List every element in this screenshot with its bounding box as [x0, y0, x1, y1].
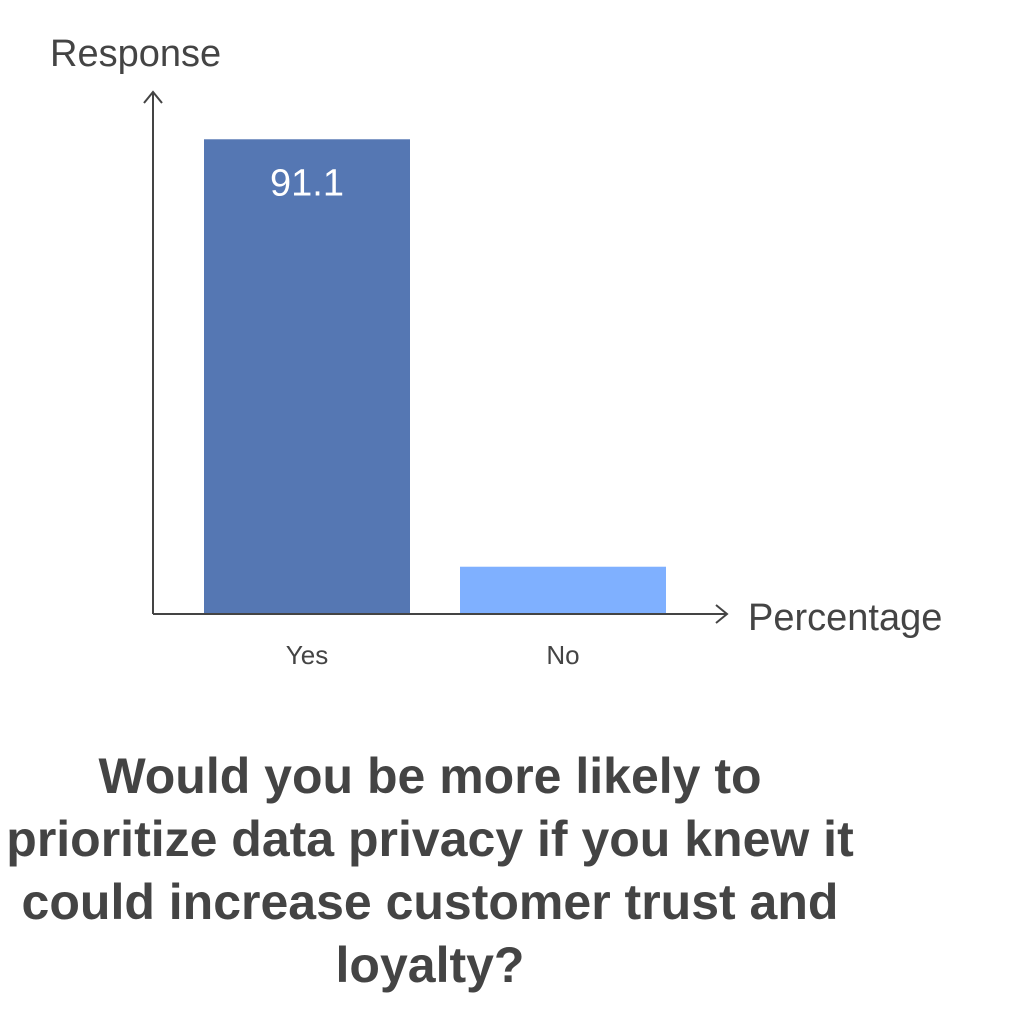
x-tick-label-yes: Yes: [286, 640, 328, 670]
x-axis-title: Percentage: [748, 597, 942, 639]
bar-yes: [204, 139, 410, 613]
bar-chart: Response Percentage Yes 91.1 No: [50, 33, 942, 670]
y-axis-title: Response: [50, 33, 221, 75]
bars-group: [204, 139, 666, 613]
data-label-yes: 91.1: [270, 162, 344, 204]
x-axis-arrow-icon: [715, 604, 729, 624]
labels-group: Yes 91.1 No: [270, 162, 580, 670]
x-tick-label-no: No: [546, 640, 579, 670]
question-title: Would you be more likely to prioritize d…: [6, 748, 854, 993]
y-axis-arrow-icon: [143, 90, 163, 104]
bar-no: [460, 566, 666, 613]
